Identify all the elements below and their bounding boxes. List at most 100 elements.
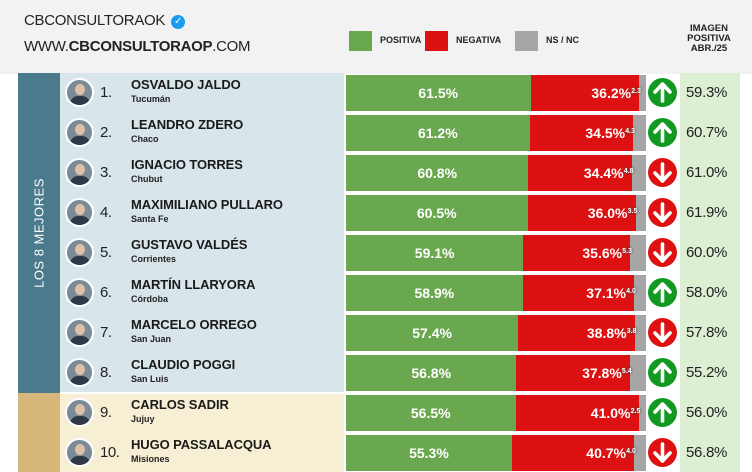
bar-negativa: [518, 315, 635, 351]
bar-negativa: [528, 155, 632, 191]
label-negativa: 36.0%: [587, 205, 628, 221]
comparison-header: IMAGEN POSITIVA ABR./25: [676, 24, 742, 54]
table-row: 5. GUSTAVO VALDÉS Corrientes 59.1% 35.6% 5.3 6…: [0, 233, 752, 273]
bar-positiva: [346, 155, 529, 191]
avatar: [65, 278, 94, 307]
arrow-down-icon: [648, 318, 677, 347]
table-row: 6. MARTÍN LLARYORA Córdoba 58.9% 37.1% 4.0 58.…: [0, 273, 752, 313]
previous-value: 57.8%: [686, 324, 728, 341]
arrow-up-icon: [648, 118, 677, 147]
table-row: 2. LEANDRO ZDERO Chaco 61.2% 34.5% 4.3 60.7%: [0, 113, 752, 153]
brand-name-text: CBCONSULTORAOK: [24, 12, 166, 29]
label-negativa: 34.5%: [585, 125, 626, 141]
bar-nsnc: [633, 115, 646, 151]
rank-label: 2.: [100, 124, 112, 141]
governor-name: HUGO PASSALACQUA: [131, 437, 272, 452]
label-nsnc: 4.0: [626, 288, 636, 295]
brand-website: WWW.CBCONSULTORAOP.COM: [24, 38, 250, 55]
legend-swatch-positiva: [349, 31, 372, 51]
bar-negativa: [522, 275, 634, 311]
label-positiva: 56.8%: [411, 365, 452, 381]
arrow-up-icon: [648, 278, 677, 307]
arrow-down-icon: [648, 198, 677, 227]
bar-negativa: [530, 75, 640, 111]
bar-positiva: [346, 395, 516, 431]
province-label: Jujuy: [131, 414, 155, 424]
rank-label: 8.: [100, 364, 112, 381]
avatar: [65, 198, 94, 227]
province-label: Chubut: [131, 174, 163, 184]
label-nsnc: 2.5: [630, 408, 641, 415]
website-prefix: WWW.: [24, 38, 69, 55]
bar-positiva: [346, 75, 531, 111]
avatar: [65, 358, 94, 387]
label-nsnc: 4.8: [623, 168, 634, 175]
bar-negativa: [511, 435, 634, 471]
label-nsnc: 4.3: [625, 128, 635, 135]
group-band-top: [18, 73, 60, 393]
governor-name: GUSTAVO VALDÉS: [131, 237, 248, 252]
bar-nsnc: [638, 395, 646, 431]
rank-label: 10.: [100, 444, 120, 461]
bar-positiva: [346, 235, 524, 271]
label-negativa: 41.0%: [590, 405, 631, 421]
names-panel-top: [60, 73, 344, 393]
bar-positiva: [346, 115, 530, 151]
arrow-up-icon: [648, 358, 677, 387]
arrow-up-icon: [648, 398, 677, 427]
table-row: 7. MARCELO ORREGO San Juan 57.4% 38.8% 3.8 57.…: [0, 313, 752, 353]
avatar: [65, 398, 94, 427]
bar-negativa: [527, 195, 636, 231]
avatar: [65, 118, 94, 147]
previous-value: 55.2%: [686, 364, 728, 381]
bar-positiva: [346, 435, 512, 471]
bar-nsnc: [631, 155, 646, 191]
arrow-down-icon: [648, 438, 677, 467]
names-panel-bottom: [60, 393, 344, 472]
governor-name: IGNACIO TORRES: [131, 157, 243, 172]
label-positiva: 58.9%: [414, 285, 455, 301]
bar-positiva: [346, 275, 523, 311]
governor-name: MARCELO ORREGO: [131, 317, 257, 332]
website-suffix: .COM: [212, 38, 251, 55]
previous-value: 56.8%: [686, 444, 728, 461]
label-positiva: 61.5%: [418, 85, 459, 101]
legend-swatch-negativa: [425, 31, 448, 51]
label-positiva: 59.1%: [414, 245, 455, 261]
label-positiva: 56.5%: [410, 405, 451, 421]
bar-nsnc: [634, 315, 646, 351]
label-negativa: 40.7%: [586, 445, 626, 461]
legend-label-positiva: POSITIVA: [380, 35, 422, 45]
group-separator: [60, 392, 680, 394]
website-domain: CBCONSULTORAOP: [68, 38, 213, 55]
rank-label: 7.: [100, 324, 112, 341]
bar-nsnc: [629, 355, 646, 391]
rank-label: 5.: [100, 244, 112, 261]
comparison-header-line1: IMAGEN: [690, 23, 728, 34]
previous-value: 60.7%: [686, 124, 728, 141]
bar-negativa: [529, 115, 634, 151]
rank-label: 6.: [100, 284, 112, 301]
province-label: San Juan: [131, 334, 172, 344]
province-label: Santa Fe: [131, 214, 169, 224]
label-negativa: 34.4%: [583, 165, 624, 181]
header: CBCONSULTORAOK ✓ WWW.CBCONSULTORAOP.COM …: [0, 0, 752, 74]
province-label: Córdoba: [131, 294, 168, 304]
governor-name: MARTÍN LLARYORA: [131, 277, 256, 292]
group-band-bottom: [18, 393, 60, 472]
table-row: 8. CLAUDIO POGGI San Luis 56.8% 37.8% 5.4 55.2…: [0, 353, 752, 393]
avatar: [65, 438, 94, 467]
label-nsnc: 5.4: [621, 368, 632, 375]
label-positiva: 60.5%: [416, 205, 457, 221]
table-row: 3. IGNACIO TORRES Chubut 60.8% 34.4% 4.8 61.0%: [0, 153, 752, 193]
label-nsnc: 2.3: [631, 88, 641, 95]
bar-nsnc: [639, 75, 646, 111]
comparison-header-line3: ABR./25: [690, 43, 728, 54]
previous-column: [680, 73, 740, 472]
comparison-header-line2: POSITIVA: [687, 33, 731, 44]
table-row: 9. CARLOS SADIR Jujuy 56.5% 41.0% 2.5 56.0%: [0, 393, 752, 433]
bar-positiva: [346, 315, 519, 351]
legend-label-nsnc: NS / NC: [546, 35, 580, 45]
label-nsnc: 3.8: [626, 328, 637, 335]
